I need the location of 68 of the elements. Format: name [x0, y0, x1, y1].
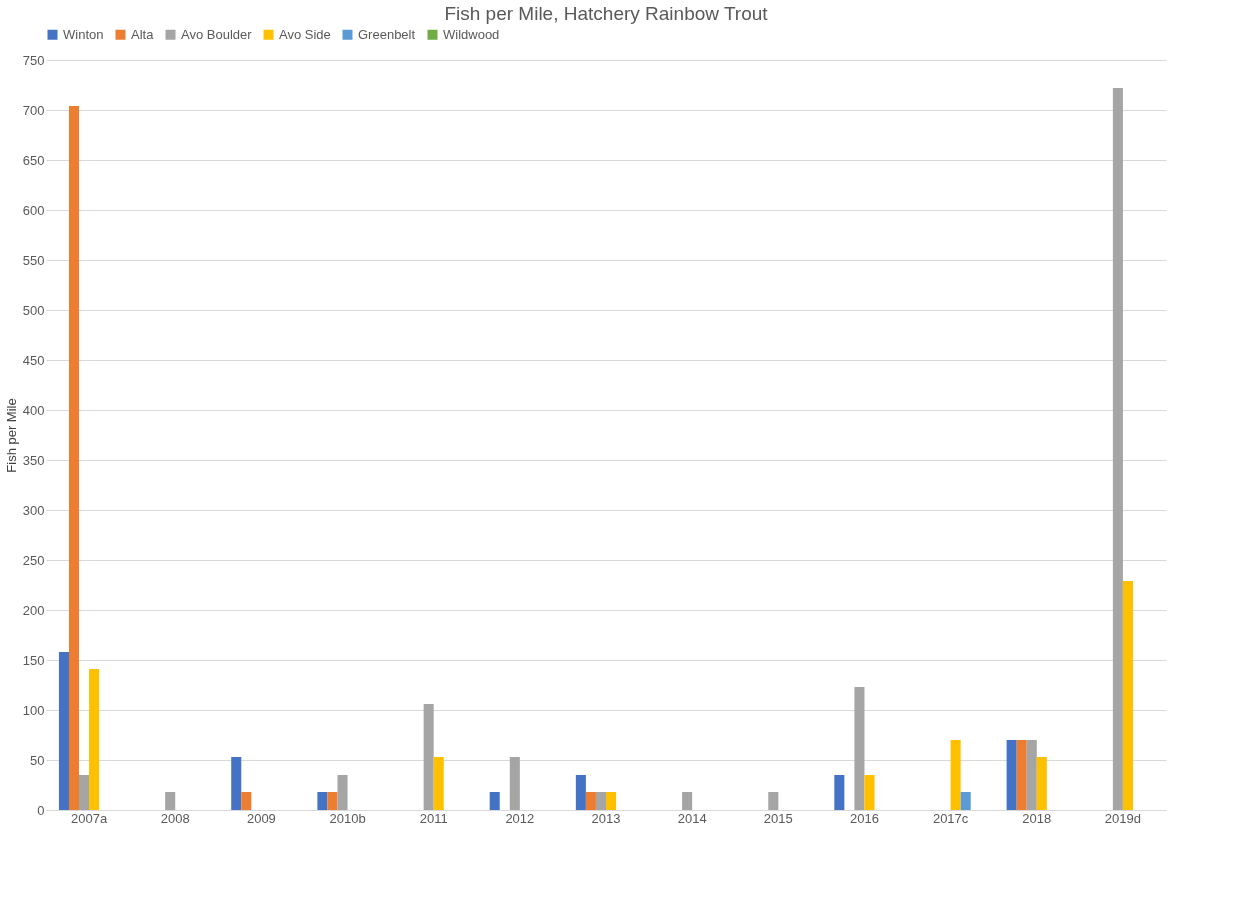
- y-tick-label: 550: [22, 252, 45, 268]
- y-tick-label: 50: [30, 752, 45, 768]
- bar: [89, 669, 100, 810]
- y-tick-label: 400: [22, 402, 45, 418]
- x-tick-label: 2010b: [329, 810, 366, 826]
- bar: [231, 757, 242, 810]
- bar: [509, 757, 520, 810]
- y-tick-label: 500: [22, 302, 45, 318]
- bar: [1016, 740, 1027, 810]
- legend-label: Greenbelt: [358, 26, 416, 42]
- bar: [433, 757, 444, 810]
- bar: [337, 775, 348, 810]
- bar: [768, 792, 779, 810]
- y-tick-label: 150: [22, 652, 45, 668]
- y-tick-label: 0: [37, 802, 45, 818]
- y-tick-label: 600: [22, 202, 45, 218]
- bar: [1006, 740, 1017, 810]
- bar: [585, 792, 596, 810]
- bar: [864, 775, 875, 810]
- bar: [1036, 757, 1047, 810]
- x-tick-label: 2013: [591, 810, 621, 826]
- y-tick-label: 200: [22, 602, 45, 618]
- bar: [960, 792, 971, 810]
- x-tick-label: 2007a: [71, 810, 108, 826]
- bar: [423, 704, 434, 810]
- y-tick-label: 300: [22, 502, 45, 518]
- bar: [1122, 581, 1133, 810]
- bar: [58, 652, 69, 810]
- chart-title: Fish per Mile, Hatchery Rainbow Trout: [444, 3, 769, 24]
- legend-label: Winton: [63, 26, 104, 42]
- x-tick-label: 2018: [1022, 810, 1052, 826]
- legend-label: Avo Side: [279, 26, 331, 42]
- legend-label: Wildwood: [443, 26, 500, 42]
- x-tick-label: 2019d: [1104, 810, 1141, 826]
- legend-label: Avo Boulder: [181, 26, 253, 42]
- bar: [327, 792, 338, 810]
- bar: [834, 775, 845, 810]
- legend-label: Alta: [131, 26, 155, 42]
- bar: [575, 775, 586, 810]
- bar: [79, 775, 90, 810]
- y-tick-label: 100: [22, 702, 45, 718]
- bar: [854, 687, 865, 810]
- x-tick-label: 2011: [419, 810, 448, 826]
- x-tick-label: 2009: [246, 810, 276, 826]
- x-tick-label: 2012: [505, 810, 535, 826]
- bar: [1026, 740, 1037, 810]
- bar: [682, 792, 693, 810]
- y-tick-label: 450: [22, 352, 45, 368]
- y-tick-label: 250: [22, 552, 45, 568]
- x-tick-label: 2008: [160, 810, 190, 826]
- x-tick-label: 2017c: [932, 810, 969, 826]
- y-tick-label: 350: [22, 452, 45, 468]
- bar: [1112, 88, 1123, 810]
- bar: [165, 792, 176, 810]
- bar: [241, 792, 252, 810]
- bar: [595, 792, 606, 810]
- y-tick-label: 750: [22, 52, 45, 68]
- x-tick-label: 2016: [850, 810, 879, 826]
- x-tick-label: 2015: [763, 810, 793, 826]
- bar: [606, 792, 617, 810]
- x-tick-label: 2014: [677, 810, 707, 826]
- y-tick-label: 650: [22, 152, 45, 168]
- bar: [489, 792, 500, 810]
- y-tick-label: 700: [22, 102, 45, 118]
- y-axis-title: Fish per Mile: [3, 398, 19, 473]
- bar: [950, 740, 961, 810]
- bar: [68, 106, 80, 810]
- bar: [317, 792, 328, 810]
